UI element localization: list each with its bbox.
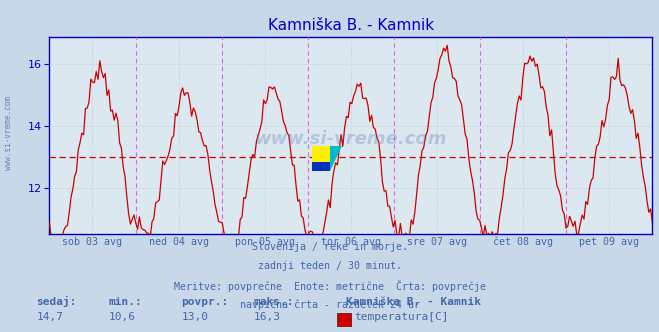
Text: 13,0: 13,0 [181, 312, 208, 322]
Bar [312, 162, 330, 171]
Text: 10,6: 10,6 [109, 312, 136, 322]
Text: sedaj:: sedaj: [36, 296, 76, 307]
Text: temperatura[C]: temperatura[C] [355, 312, 449, 322]
Text: 16,3: 16,3 [254, 312, 281, 322]
Text: Slovenija / reke in morje.: Slovenija / reke in morje. [252, 242, 407, 252]
Text: povpr.:: povpr.: [181, 297, 229, 307]
Text: 14,7: 14,7 [36, 312, 63, 322]
Text: maks.:: maks.: [254, 297, 294, 307]
Text: Kamniška B. - Kamnik: Kamniška B. - Kamnik [346, 297, 481, 307]
Text: www.si-vreme.com: www.si-vreme.com [254, 130, 447, 148]
Text: Meritve: povprečne  Enote: metrične  Črta: povprečje: Meritve: povprečne Enote: metrične Črta:… [173, 280, 486, 292]
Bar [312, 146, 330, 162]
Text: www.si-vreme.com: www.si-vreme.com [4, 96, 13, 170]
Text: min.:: min.: [109, 297, 142, 307]
Title: Kamniška B. - Kamnik: Kamniška B. - Kamnik [268, 18, 434, 33]
Text: navpična črta - razdelek 24 ur: navpična črta - razdelek 24 ur [239, 299, 420, 310]
Polygon shape [330, 146, 342, 171]
Text: zadnji teden / 30 minut.: zadnji teden / 30 minut. [258, 261, 401, 271]
